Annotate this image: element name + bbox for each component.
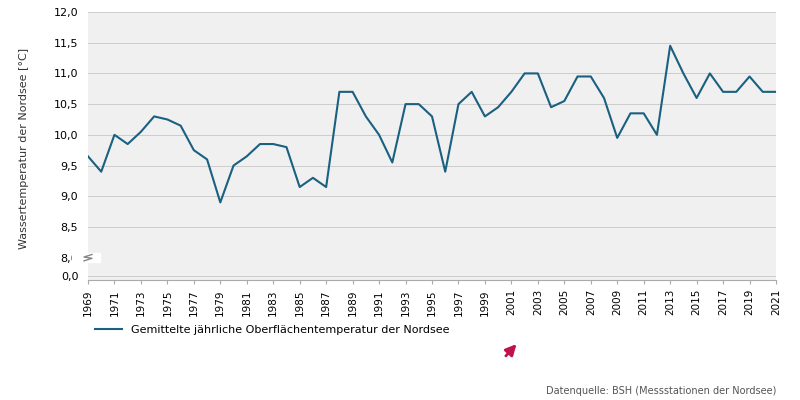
Text: Wassertemperatur der Nordsee [°C]: Wassertemperatur der Nordsee [°C] [19,48,29,248]
Text: Datenquelle: BSH (Messstationen der Nordsee): Datenquelle: BSH (Messstationen der Nord… [546,386,776,396]
Legend: Gemittelte jährliche Oberflächentemperatur der Nordsee: Gemittelte jährliche Oberflächentemperat… [90,320,454,339]
